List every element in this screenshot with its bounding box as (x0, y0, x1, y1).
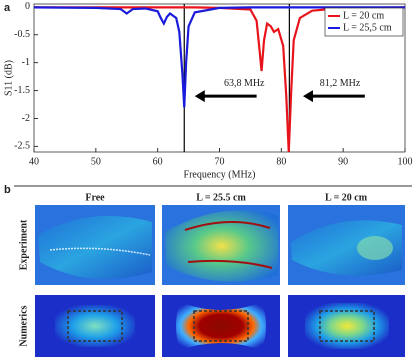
legend-label: L = 25,5 cm (343, 22, 392, 33)
annotation: 81,2 MHz (320, 78, 361, 89)
y-tick-label: -2.5 (14, 141, 30, 152)
x-tick-label: 70 (215, 156, 225, 167)
y-tick-label: -2 (22, 113, 30, 124)
column-label: Free (85, 192, 105, 203)
x-axis-label: Frequency (MHz) (184, 169, 256, 180)
panel-label: b (4, 184, 11, 196)
series-line (33, 6, 405, 108)
y-tick-label: -1.5 (14, 85, 30, 96)
x-tick-label: 80 (276, 156, 286, 167)
row-label: Numerics (18, 305, 29, 346)
arrow-head (302, 90, 313, 103)
legend-label: L = 20 cm (343, 10, 384, 21)
x-tick-label: 60 (153, 156, 163, 167)
x-tick-label: 100 (398, 156, 413, 167)
y-axis-label: S11 (dB) (3, 60, 14, 96)
numerics-free (35, 295, 155, 357)
x-tick-label: 40 (29, 156, 39, 167)
numerics-20 (288, 295, 405, 357)
column-label: L = 20 cm (325, 192, 368, 203)
annotation: 63,8 MHz (224, 78, 265, 89)
experiment-20 (288, 205, 405, 285)
experiment-free (35, 205, 155, 285)
y-tick-label: -1 (22, 57, 30, 68)
experiment-25 (162, 205, 280, 285)
arrow-head (194, 90, 205, 103)
numerics-25 (162, 295, 280, 357)
column-label: L = 25.5 cm (196, 192, 246, 203)
panel-label: a (4, 2, 11, 14)
row-label: Experiment (18, 219, 29, 270)
x-tick-label: 50 (91, 156, 101, 167)
x-tick-label: 90 (338, 156, 348, 167)
y-tick-label: -0.5 (14, 29, 30, 40)
y-tick-label: 0 (25, 1, 30, 12)
legend-box (324, 7, 404, 37)
